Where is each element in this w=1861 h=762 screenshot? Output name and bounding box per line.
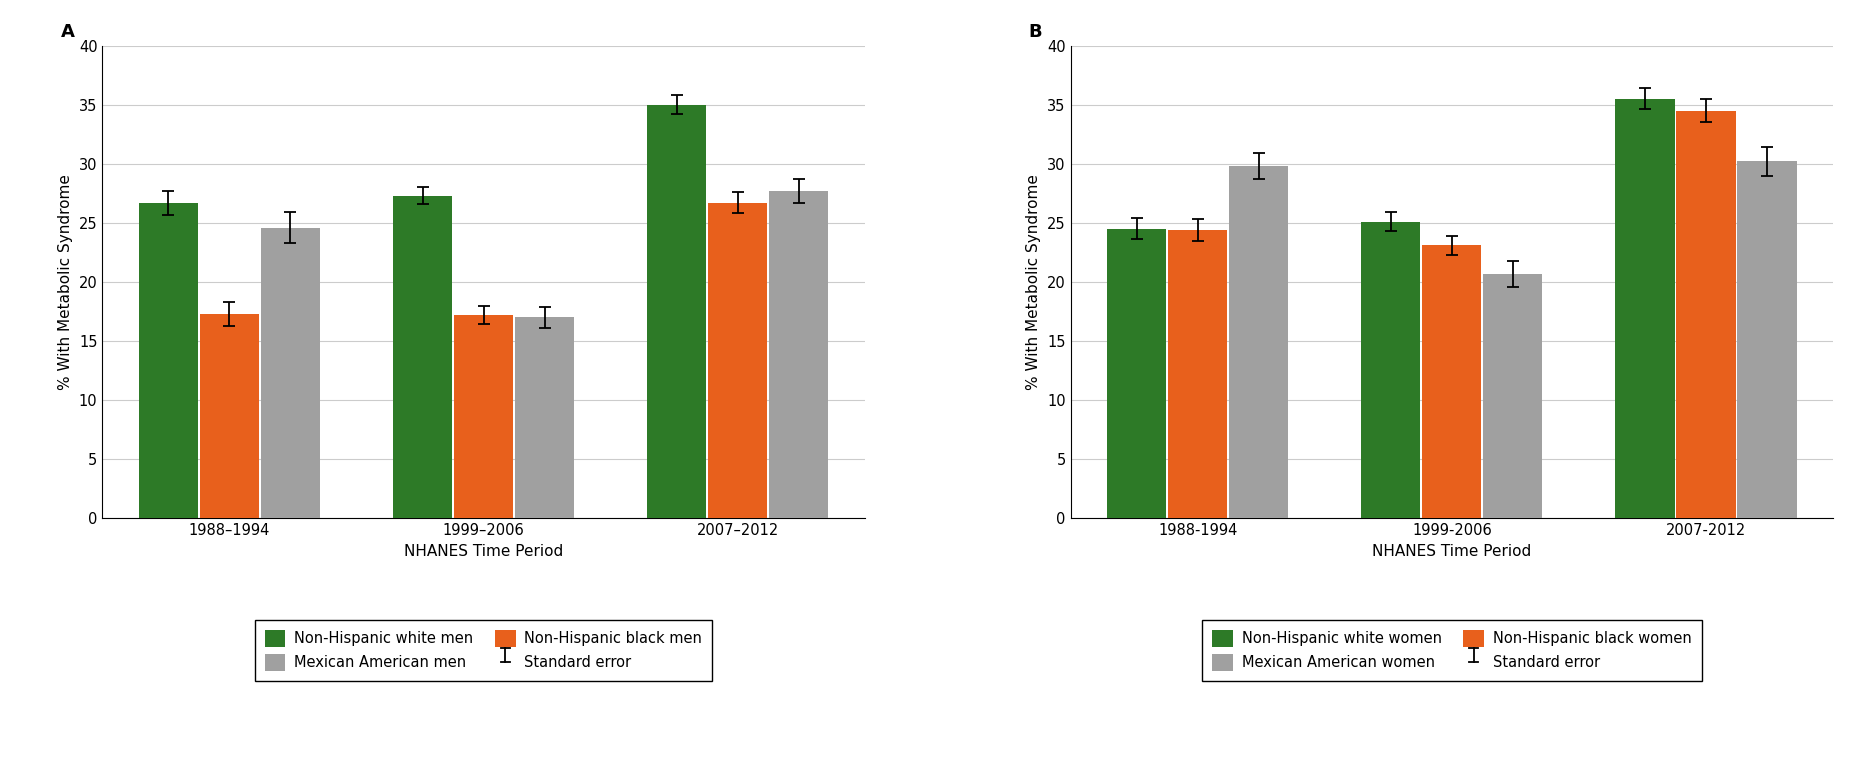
Bar	[648, 104, 707, 518]
Y-axis label: % With Metabolic Syndrome: % With Metabolic Syndrome	[58, 174, 73, 390]
Bar	[1677, 110, 1736, 518]
Bar	[1169, 230, 1226, 518]
Bar	[709, 203, 767, 518]
Bar	[261, 228, 320, 518]
Legend: Non-Hispanic white men, Mexican American men, Non-Hispanic black men, Standard e: Non-Hispanic white men, Mexican American…	[255, 620, 713, 681]
Bar	[199, 314, 259, 518]
Text: B: B	[1029, 23, 1042, 41]
X-axis label: NHANES Time Period: NHANES Time Period	[404, 543, 564, 559]
Legend: Non-Hispanic white women, Mexican American women, Non-Hispanic black women, Stan: Non-Hispanic white women, Mexican Americ…	[1202, 620, 1701, 681]
Bar	[1615, 99, 1675, 518]
Bar	[393, 196, 452, 518]
Bar	[1360, 222, 1420, 518]
X-axis label: NHANES Time Period: NHANES Time Period	[1372, 543, 1532, 559]
Y-axis label: % With Metabolic Syndrome: % With Metabolic Syndrome	[1027, 174, 1042, 390]
Bar	[769, 191, 828, 518]
Bar	[1483, 274, 1543, 518]
Bar	[1738, 162, 1796, 518]
Bar	[1107, 229, 1167, 518]
Text: A: A	[60, 23, 74, 41]
Bar	[140, 203, 197, 518]
Bar	[454, 315, 514, 518]
Bar	[1228, 166, 1288, 518]
Bar	[515, 317, 575, 518]
Bar	[1422, 245, 1481, 518]
